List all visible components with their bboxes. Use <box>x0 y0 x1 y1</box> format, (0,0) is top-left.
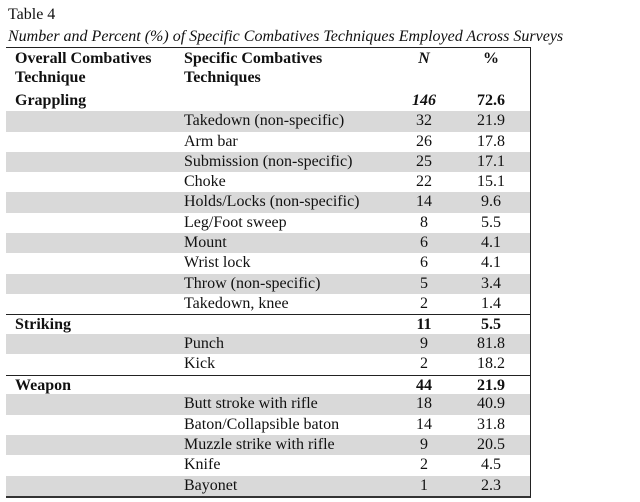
technique-cell: Baton/Collapsible baton <box>184 415 340 433</box>
n-cell: 6 <box>420 234 428 252</box>
category-cell: Grappling <box>15 92 87 109</box>
header-n: N <box>418 50 430 67</box>
header-specific: Specific Combatives Techniques <box>184 49 322 87</box>
table-row: Holds/Locks (non-specific) 14 9.6 <box>6 192 530 213</box>
table-row: Kick 2 18.2 <box>6 354 530 374</box>
header-specific-line1: Specific Combatives <box>184 50 323 67</box>
technique-cell: Takedown, knee <box>184 294 289 312</box>
table-row: Choke 22 15.1 <box>6 172 530 192</box>
n-cell: 2 <box>420 294 428 312</box>
technique-cell: Choke <box>184 173 226 191</box>
n-cell: 32 <box>416 112 432 130</box>
technique-cell: Knife <box>184 456 221 474</box>
header-overall: Overall Combatives Technique <box>15 49 151 87</box>
technique-cell: Takedown (non-specific) <box>184 112 345 130</box>
table-row: Leg/Foot sweep 8 5.5 <box>6 213 530 233</box>
n-cell: 2 <box>420 456 428 474</box>
technique-cell: Throw (non-specific) <box>184 274 321 292</box>
technique-cell: Arm bar <box>184 132 238 150</box>
technique-cell: Holds/Locks (non-specific) <box>184 193 360 211</box>
pct-cell: 5.5 <box>481 316 501 334</box>
pct-cell: 17.1 <box>477 152 505 170</box>
n-cell: 22 <box>416 173 432 191</box>
category-row: Weapon 44 21.9 <box>6 374 530 395</box>
table-row: Bayonet 1 2.3 <box>6 475 530 496</box>
technique-cell: Butt stroke with rifle <box>184 395 318 413</box>
n-cell: 44 <box>416 376 432 394</box>
table-row: Punch 9 81.8 <box>6 334 530 355</box>
pct-cell: 40.9 <box>477 395 505 413</box>
pct-cell: 2.3 <box>481 476 501 494</box>
pct-cell: 20.5 <box>477 436 505 454</box>
technique-cell: Punch <box>184 335 224 353</box>
pct-cell: 9.6 <box>481 193 501 211</box>
pct-cell: 5.5 <box>481 213 501 231</box>
pct-cell: 4.5 <box>481 456 501 474</box>
pct-cell: 21.9 <box>477 376 505 394</box>
header-specific-line2: Techniques <box>184 69 261 86</box>
table-label: Table 4 <box>8 6 56 23</box>
pct-cell: 81.8 <box>477 335 505 353</box>
technique-cell: Wrist lock <box>184 254 251 272</box>
n-cell: 1 <box>420 476 428 494</box>
n-cell: 14 <box>416 193 432 211</box>
technique-cell: Submission (non-specific) <box>184 152 353 170</box>
header-overall-line2: Technique <box>15 69 86 86</box>
pct-cell: 31.8 <box>477 415 505 433</box>
table-row: Submission (non-specific) 25 17.1 <box>6 151 530 173</box>
header-overall-line1: Overall Combatives <box>15 50 152 67</box>
table-row: Arm bar 26 17.8 <box>6 132 530 152</box>
technique-cell: Muzzle strike with rifle <box>184 436 335 454</box>
n-cell: 14 <box>416 415 432 433</box>
category-row: Striking 11 5.5 <box>6 314 530 334</box>
technique-cell: Mount <box>184 234 227 252</box>
pct-cell: 4.1 <box>481 234 501 252</box>
table-row: Muzzle strike with rifle 9 20.5 <box>6 435 530 456</box>
n-cell: 9 <box>420 436 428 454</box>
pct-cell: 72.6 <box>477 92 505 109</box>
n-cell: 26 <box>416 132 432 150</box>
pct-cell: 4.1 <box>481 254 501 272</box>
table-row: Butt stroke with rifle 18 40.9 <box>6 394 530 415</box>
pct-cell: 18.2 <box>477 355 505 373</box>
table-header: Overall Combatives Technique Specific Com… <box>6 48 530 91</box>
technique-cell: Leg/Foot sweep <box>184 213 287 231</box>
header-pct: % <box>483 50 499 67</box>
table-body: Grappling 146 72.6 Takedown (non-specific) 3… <box>6 91 530 496</box>
n-cell: 9 <box>420 335 428 353</box>
table-row: Throw (non-specific) 5 3.4 <box>6 273 530 294</box>
n-cell: 2 <box>420 355 428 373</box>
pct-cell: 21.9 <box>477 112 505 130</box>
n-cell: 25 <box>416 152 432 170</box>
n-cell: 8 <box>420 213 428 231</box>
pct-cell: 15.1 <box>477 173 505 191</box>
category-cell: Striking <box>15 316 72 334</box>
table-row: Wrist lock 6 4.1 <box>6 253 530 273</box>
techniques-table: Overall Combatives Technique Specific Com… <box>6 47 531 498</box>
category-cell: Weapon <box>15 376 72 394</box>
pct-cell: 17.8 <box>477 132 505 150</box>
pct-cell: 3.4 <box>481 274 501 292</box>
table-title: Number and Percent (%) of Specific Comba… <box>8 28 564 45</box>
n-cell: 5 <box>420 274 428 292</box>
table-row: Takedown (non-specific) 32 21.9 <box>6 111 530 132</box>
technique-cell: Kick <box>184 355 216 373</box>
table-row: Baton/Collapsible baton 14 31.8 <box>6 415 530 435</box>
table-row: Mount 6 4.1 <box>6 233 530 254</box>
n-cell: 6 <box>420 254 428 272</box>
n-cell: 11 <box>416 316 432 334</box>
pct-cell: 1.4 <box>481 294 501 312</box>
technique-cell: Bayonet <box>184 476 238 494</box>
table-row: Takedown, knee 2 1.4 <box>6 294 530 314</box>
n-cell: 146 <box>412 92 436 109</box>
category-row: Grappling 146 72.6 <box>6 91 530 111</box>
n-cell: 18 <box>416 395 432 413</box>
table-row: Knife 2 4.5 <box>6 455 530 475</box>
